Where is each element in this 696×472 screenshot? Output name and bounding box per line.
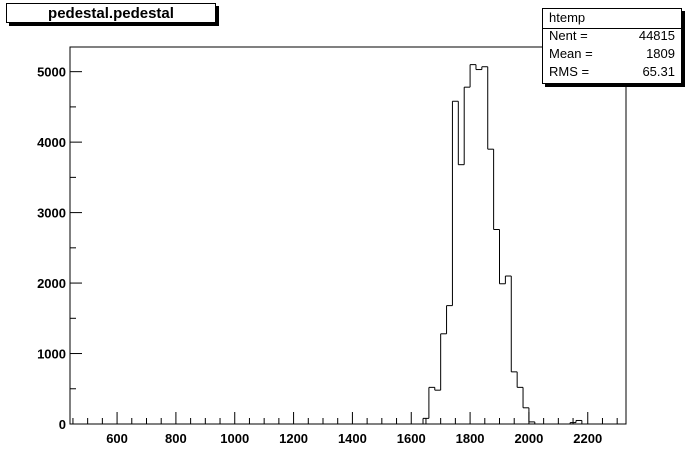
x-tick-label: 600 bbox=[106, 431, 128, 446]
frame bbox=[69, 46, 627, 425]
stats-label: Nent = bbox=[549, 28, 588, 43]
histogram-bins bbox=[422, 64, 583, 424]
y-tick-label: 3000 bbox=[37, 206, 66, 221]
y-tick-label: 1000 bbox=[37, 347, 66, 362]
stats-value: 65.31 bbox=[642, 64, 675, 79]
y-tick-label: 4000 bbox=[37, 135, 66, 150]
x-tick-label: 1200 bbox=[279, 431, 308, 446]
stats-divider bbox=[543, 28, 681, 29]
x-tick-label: 2000 bbox=[514, 431, 543, 446]
y-tick-label: 5000 bbox=[37, 65, 66, 80]
y-tick-label: 2000 bbox=[37, 276, 66, 291]
stats-label: RMS = bbox=[549, 64, 590, 79]
stats-value: 1809 bbox=[646, 46, 675, 61]
x-tick-label: 1800 bbox=[456, 431, 485, 446]
x-tick-label: 800 bbox=[165, 431, 187, 446]
x-tick-label: 1000 bbox=[220, 431, 249, 446]
y-tick-label: 0 bbox=[59, 417, 66, 432]
y-axis: 0 1000 2000 3000 4000 5000 bbox=[37, 65, 82, 432]
stats-box: htemp Nent = 44815 Mean = 1809 RMS = 65.… bbox=[542, 8, 682, 84]
x-axis: 600 800 1000 1200 1400 1600 1800 2000 2200 bbox=[72, 412, 618, 446]
x-tick-label: 1600 bbox=[397, 431, 426, 446]
stats-value: 44815 bbox=[638, 28, 675, 43]
histogram-title-box: pedestal.pedestal bbox=[6, 3, 216, 23]
stats-label: Mean = bbox=[549, 46, 593, 61]
histogram-title: pedestal.pedestal bbox=[48, 5, 174, 22]
stats-histogram-name: htemp bbox=[549, 10, 586, 25]
x-tick-label: 1400 bbox=[338, 431, 367, 446]
x-tick-label: 2200 bbox=[573, 431, 602, 446]
